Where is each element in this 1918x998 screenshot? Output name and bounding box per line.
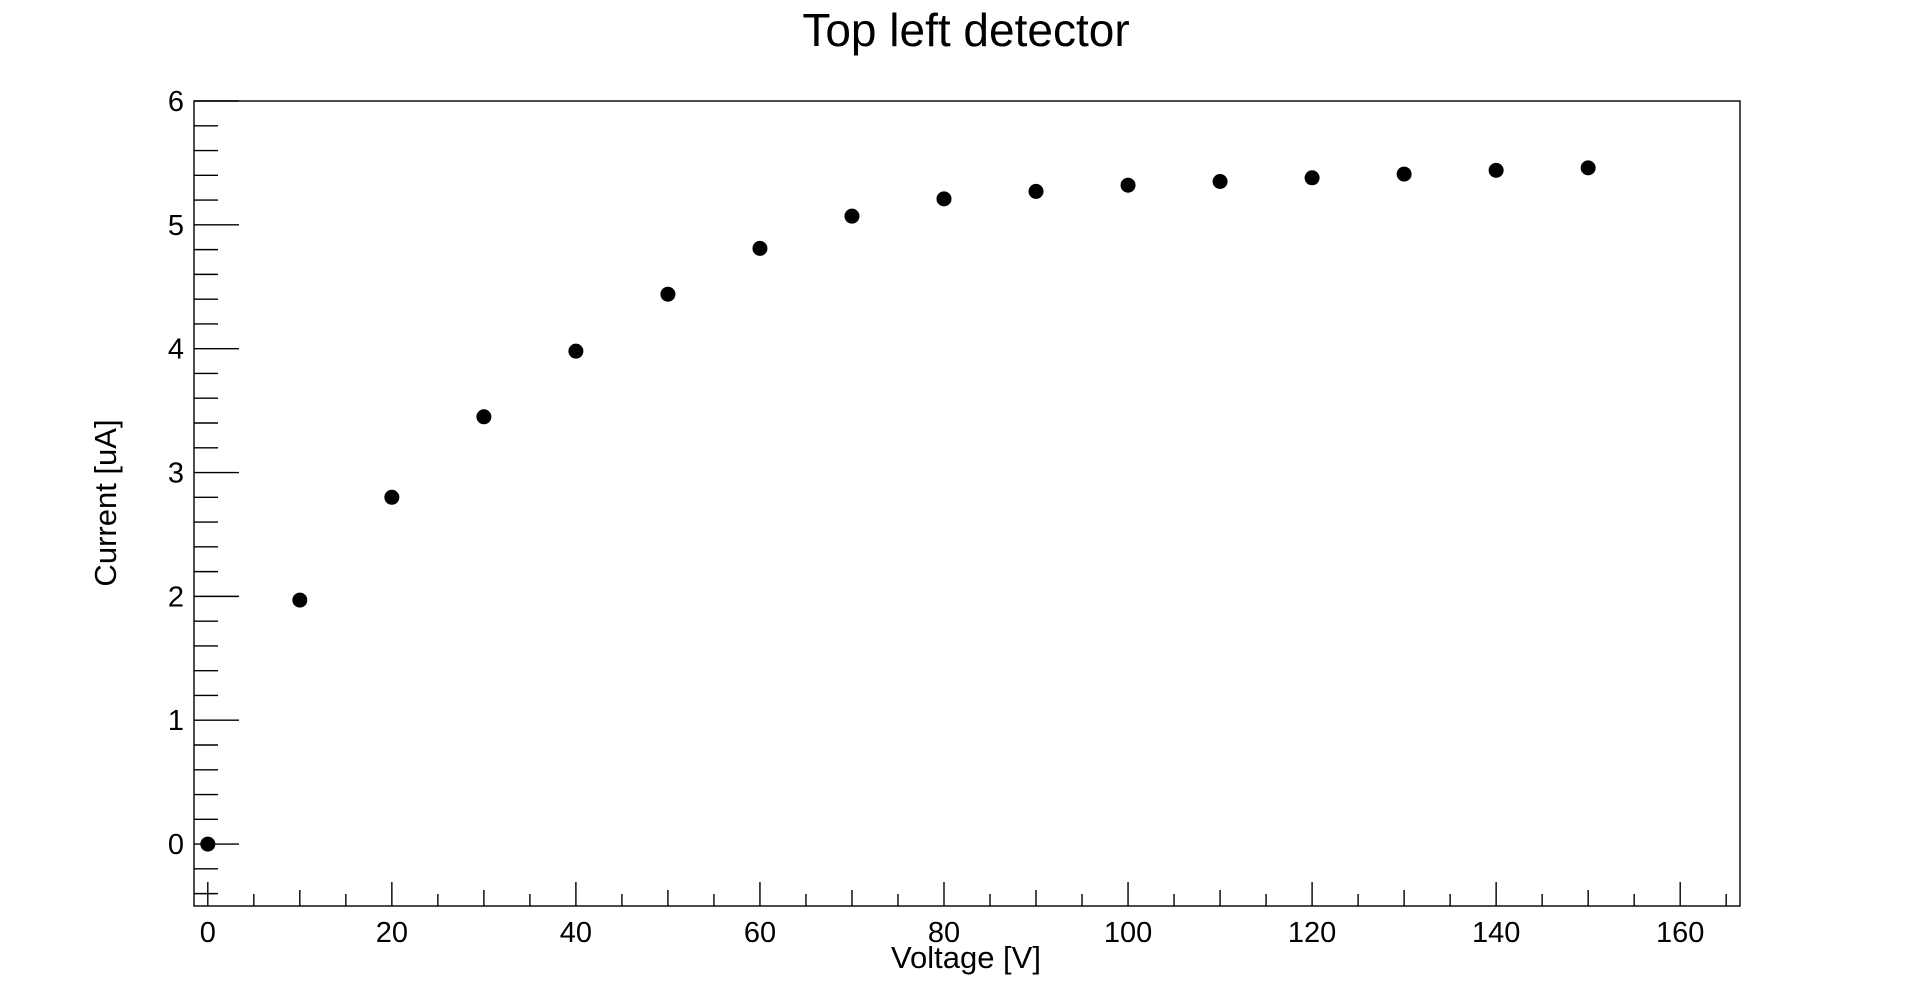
- x-tick-label: 80: [928, 917, 960, 949]
- data-point: [844, 208, 860, 224]
- data-point: [200, 836, 216, 852]
- y-axis: 0 1 2 3 4 5 6: [168, 86, 239, 895]
- data-point: [1580, 160, 1596, 176]
- y-tick-label: 4: [168, 334, 184, 366]
- x-tick-label: 60: [744, 917, 776, 949]
- data-point: [1212, 174, 1228, 189]
- data-point: [1028, 183, 1044, 199]
- data-point: [1304, 170, 1320, 186]
- data-point: [476, 409, 492, 425]
- x-tick-label: 140: [1472, 917, 1520, 949]
- x-axis: 0 20 40 60 80 100 120 140 160: [200, 882, 1727, 949]
- y-tick-label: 2: [168, 581, 184, 613]
- x-axis-title: Voltage [V]: [891, 940, 1041, 975]
- data-point: [1488, 162, 1504, 178]
- x-tick-label: 120: [1288, 917, 1336, 949]
- data-points: [200, 160, 1596, 852]
- x-tick-label: 20: [376, 917, 408, 949]
- chart-title: Top left detector: [802, 4, 1129, 56]
- data-point: [752, 240, 768, 256]
- data-point: [1120, 177, 1136, 193]
- data-point: [936, 191, 952, 207]
- data-point: [292, 592, 308, 608]
- x-tick-label: 0: [200, 917, 216, 949]
- y-axis-title: Current [uA]: [88, 419, 123, 586]
- y-tick-label: 5: [168, 210, 184, 242]
- y-tick-label: 1: [168, 705, 184, 737]
- data-point: [384, 489, 400, 505]
- y-tick-label: 0: [168, 829, 184, 861]
- plot-frame: [193, 100, 1741, 907]
- y-tick-label: 6: [168, 86, 184, 118]
- data-point: [660, 286, 676, 302]
- x-tick-label: 40: [560, 917, 592, 949]
- y-tick-label: 3: [168, 458, 184, 490]
- x-tick-label: 100: [1104, 917, 1152, 949]
- data-point: [1396, 166, 1412, 182]
- data-point: [568, 343, 584, 359]
- x-tick-label: 160: [1656, 917, 1704, 949]
